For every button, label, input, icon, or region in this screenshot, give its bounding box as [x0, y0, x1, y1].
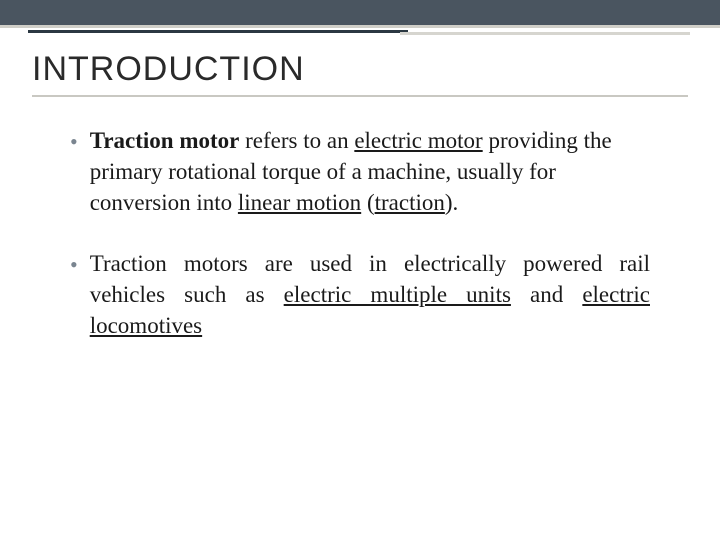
text-segment: ). [445, 190, 458, 215]
text-segment: and [511, 282, 582, 307]
text-segment: ( [361, 190, 374, 215]
bullet-marker: • [70, 127, 78, 218]
text-segment: electric motor [354, 128, 482, 153]
text-segment: refers to an [239, 128, 354, 153]
slide-title: INTRODUCTION [32, 50, 720, 89]
slide-content: •Traction motor refers to an electric mo… [0, 97, 720, 341]
text-segment: Traction motor [90, 128, 240, 153]
text-segment: traction [375, 190, 445, 215]
bullet-item: •Traction motor refers to an electric mo… [70, 125, 650, 218]
text-segment: electric multiple units [284, 282, 511, 307]
accent-line-dark [28, 30, 408, 33]
accent-lines [0, 28, 720, 36]
accent-line-light [400, 32, 690, 35]
bullet-text: Traction motor refers to an electric mot… [90, 125, 650, 218]
text-segment: linear motion [238, 190, 361, 215]
bullet-marker: • [70, 250, 78, 341]
bullet-item: •Traction motors are used in electricall… [70, 248, 650, 341]
bullet-text: Traction motors are used in electrically… [90, 248, 650, 341]
top-decorative-band [0, 0, 720, 28]
